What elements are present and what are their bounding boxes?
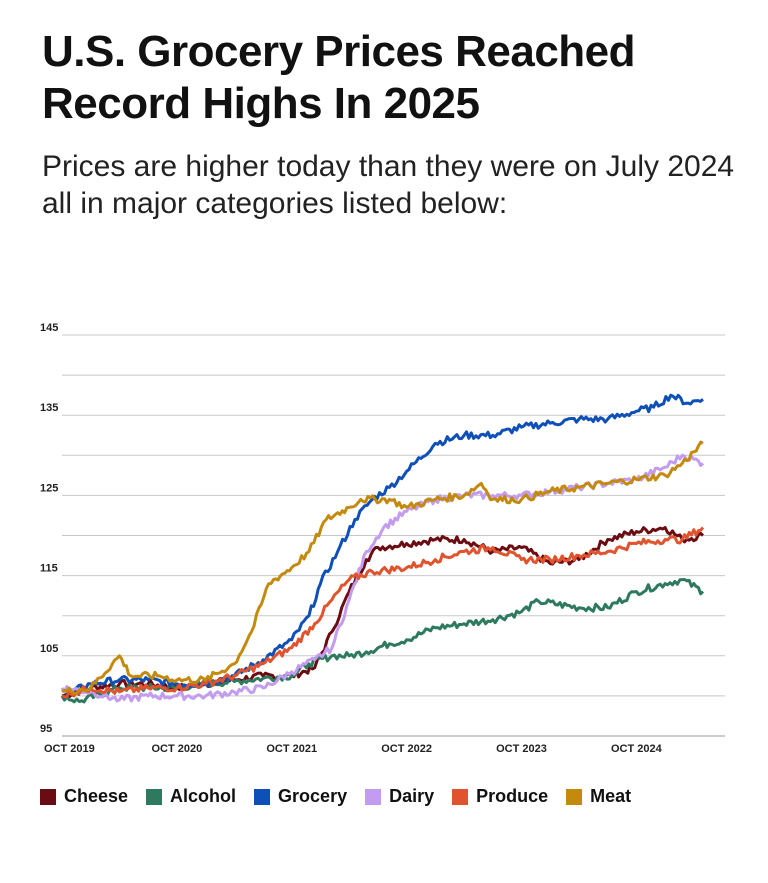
legend-item-grocery: Grocery <box>254 786 347 807</box>
x-tick-label: OCT 2020 <box>151 743 202 755</box>
legend: Cheese Alcohol Grocery Dairy Produce Meat <box>40 786 631 807</box>
series-line-meat <box>61 440 704 695</box>
gridlines <box>62 334 725 737</box>
legend-label: Dairy <box>389 786 435 806</box>
legend-label: Grocery <box>278 786 348 806</box>
x-axis-ticks: OCT 2019 OCT 2020 OCT 2021 OCT 2022 OCT 2023… <box>44 743 663 755</box>
legend-item-alcohol: Alcohol <box>146 786 236 807</box>
legend-item-cheese: Cheese <box>40 786 128 807</box>
legend-swatch <box>566 788 583 805</box>
y-tick-label: 145 <box>40 322 58 334</box>
legend-swatch <box>365 788 382 805</box>
legend-item-dairy: Dairy <box>365 786 434 807</box>
series-lines <box>60 393 705 704</box>
y-tick-label: 135 <box>40 402 58 414</box>
legend-label: Produce <box>476 786 549 806</box>
legend-label: Meat <box>590 786 632 806</box>
series-line-dairy <box>60 453 705 703</box>
legend-swatch <box>40 788 56 805</box>
x-tick-label: OCT 2021 <box>266 743 317 755</box>
legend-label: Alcohol <box>170 786 237 806</box>
x-tick-label: OCT 2022 <box>381 743 432 755</box>
x-tick-label: OCT 2024 <box>611 743 663 755</box>
x-tick-label: OCT 2019 <box>44 743 95 755</box>
legend-swatch <box>146 788 163 805</box>
legend-label: Cheese <box>64 786 129 806</box>
chart-subtitle: Prices are higher today than they were o… <box>42 150 735 220</box>
y-tick-label: 125 <box>40 482 58 494</box>
y-tick-label: 95 <box>40 723 52 735</box>
x-tick-label: OCT 2023 <box>496 743 547 755</box>
legend-swatch <box>254 788 271 805</box>
legend-swatch <box>452 788 469 805</box>
chart-title: U.S. Grocery Prices Reached Record Highs… <box>42 27 636 128</box>
legend-item-produce: Produce <box>452 786 548 807</box>
series-line-produce <box>61 526 705 699</box>
y-tick-label: 115 <box>40 563 58 575</box>
legend-item-meat: Meat <box>566 786 631 807</box>
y-tick-label: 105 <box>40 643 58 655</box>
y-axis-ticks: 95 105 115 125 135 145 <box>40 322 58 735</box>
